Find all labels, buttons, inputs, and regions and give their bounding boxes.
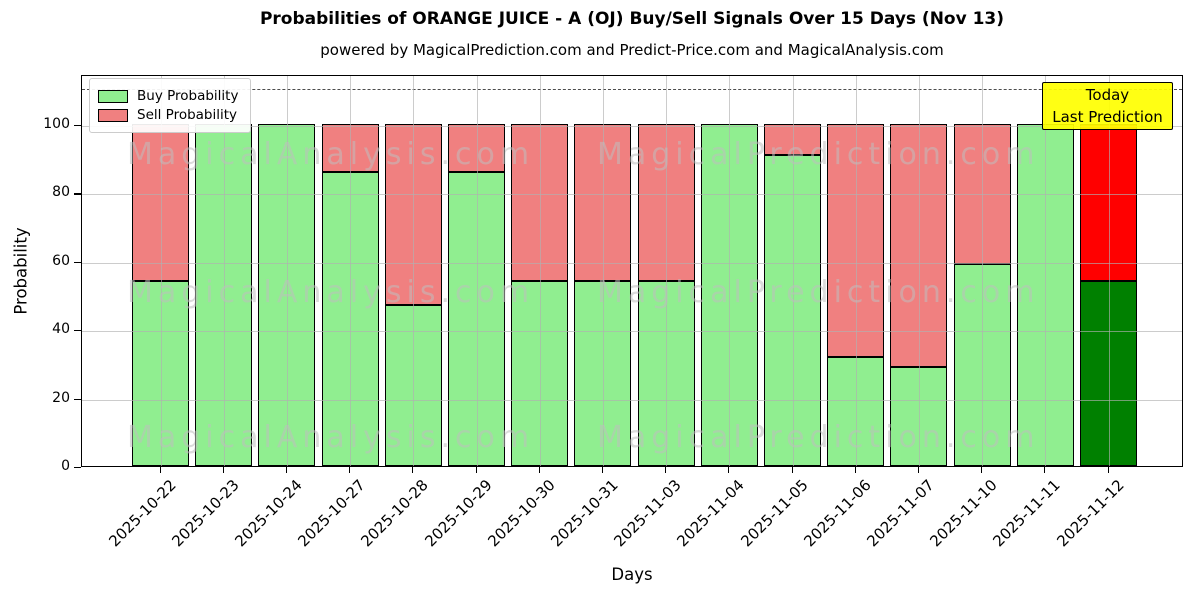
x-tick-mark [1107, 467, 1109, 473]
x-tick-label: 2025-11-06 [800, 476, 875, 551]
y-tick-mark [74, 125, 81, 127]
x-tick-label: 2025-10-22 [104, 476, 180, 551]
y-tick-label: 20 [52, 389, 70, 406]
plot-area: Today Last Prediction Buy Probability Sel… [81, 75, 1183, 467]
x-tick-label: 2025-10-29 [420, 476, 496, 551]
legend-swatch-sell [98, 108, 128, 122]
x-tick-label: 2025-10-23 [168, 476, 243, 551]
x-tick-label: 2025-10-30 [484, 476, 559, 551]
bar-buy-segment [132, 281, 189, 466]
bar-sell-segment [511, 124, 569, 282]
x-tick-mark [854, 467, 856, 473]
bar-buy-segment [764, 154, 821, 466]
y-tick-mark [74, 398, 81, 400]
y-tick-label: 0 [61, 458, 70, 474]
x-tick-label: 2025-11-12 [1052, 476, 1128, 551]
bar-buy-segment [574, 281, 632, 466]
x-tick-mark [285, 467, 288, 473]
bar-buy-segment [827, 356, 885, 466]
bar-sell-segment [953, 124, 1011, 265]
y-tick-mark [74, 193, 81, 195]
bar-sell-segment [764, 124, 821, 155]
legend-item: Buy Probability [98, 88, 238, 104]
x-tick-mark [349, 467, 351, 473]
x-tick-mark [159, 467, 161, 473]
chart-subtitle: powered by MagicalPrediction.com and Pre… [320, 41, 944, 59]
bar-sell-segment [574, 124, 632, 282]
x-tick-mark [601, 467, 604, 473]
x-tick-mark [665, 467, 667, 473]
annotation-line-2: Last Prediction [1052, 108, 1163, 126]
bar-sell-segment-today [1080, 124, 1137, 282]
bar-sell-segment [321, 124, 379, 172]
legend-label: Sell Probability [137, 107, 238, 123]
bar-buy-segment [953, 264, 1011, 466]
bar-buy-segment [637, 281, 695, 466]
bar-buy-segment [1016, 124, 1074, 466]
bar-buy-segment [700, 124, 758, 466]
bar-buy-segment [258, 124, 316, 466]
x-tick-mark [538, 467, 540, 473]
y-tick-mark [74, 467, 81, 469]
y-tick-mark [74, 330, 81, 332]
x-tick-label: 2025-11-03 [610, 476, 685, 551]
x-tick-label: 2025-10-31 [547, 476, 622, 551]
bar-buy-segment [321, 171, 379, 466]
x-tick-mark [791, 467, 793, 473]
legend-label: Buy Probability [137, 88, 239, 104]
chart-title: Probabilities of ORANGE JUICE - A (OJ) B… [259, 9, 1005, 29]
x-tick-label: 2025-10-27 [294, 476, 369, 551]
legend-item: Sell Probability [98, 107, 238, 123]
x-tick-mark [475, 467, 477, 473]
x-tick-mark [728, 467, 730, 473]
bar-buy-segment [448, 171, 505, 466]
y-tick-label: 40 [52, 321, 70, 338]
bar-sell-segment [890, 124, 948, 367]
bar-sell-segment [637, 124, 695, 282]
bar-sell-segment [448, 124, 505, 172]
x-tick-label: 2025-11-10 [926, 476, 1001, 551]
x-tick-label: 2025-11-07 [863, 476, 938, 551]
x-tick-label: 2025-11-05 [736, 476, 812, 551]
x-tick-label: 2025-10-24 [231, 476, 306, 551]
x-tick-mark [412, 467, 414, 473]
today-annotation: Today Last Prediction [1042, 82, 1173, 130]
bar-sell-segment [827, 124, 885, 357]
y-axis-label: Probability [11, 227, 31, 315]
x-tick-label: 2025-11-11 [989, 476, 1065, 551]
bar-sell-segment [384, 124, 442, 306]
x-tick-label: 2025-10-28 [357, 476, 433, 551]
x-tick-mark [222, 467, 224, 473]
bar-buy-segment [195, 124, 253, 466]
bar-buy-segment [384, 305, 442, 466]
y-tick-label: 100 [43, 116, 70, 132]
y-tick-mark [74, 261, 81, 263]
y-tick-label: 60 [52, 252, 70, 269]
x-tick-mark [917, 467, 920, 473]
legend-swatch-buy [98, 89, 128, 103]
y-tick-label: 80 [52, 184, 70, 201]
bar-buy-segment [890, 366, 948, 466]
bar-buy-segment [511, 281, 569, 466]
x-tick-label: 2025-11-04 [673, 476, 749, 551]
bar-sell-segment [132, 124, 189, 282]
x-tick-mark [981, 467, 983, 473]
bar-buy-segment-today [1080, 281, 1137, 466]
x-axis-label: Days [611, 565, 653, 584]
annotation-line-1: Today [1085, 86, 1130, 104]
legend: Buy Probability Sell Probability [89, 78, 252, 133]
x-tick-mark [1044, 467, 1046, 473]
